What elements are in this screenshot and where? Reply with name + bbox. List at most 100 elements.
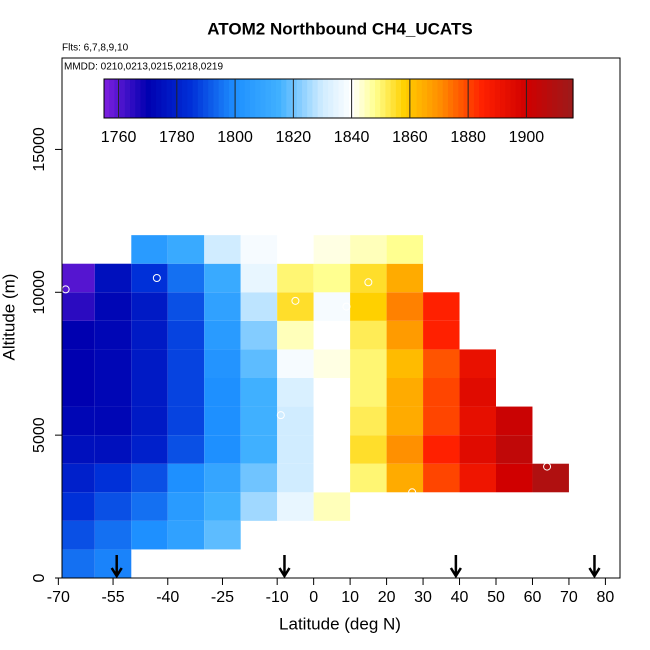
heatmap-cell — [350, 349, 387, 378]
colorbar-swatch — [463, 79, 470, 118]
arrow — [588, 555, 601, 579]
colorbar-swatch — [255, 79, 261, 118]
x-tick-label: 60 — [524, 589, 542, 606]
colorbar-swatch — [489, 79, 496, 118]
heatmap-cell — [386, 263, 424, 293]
heatmap-cell — [204, 463, 241, 493]
heatmap-cell — [94, 492, 132, 521]
colorbar-swatch — [333, 79, 340, 118]
colorbar-swatch — [374, 79, 381, 118]
heatmap-cell — [94, 549, 132, 578]
colorbar-swatch — [453, 79, 459, 118]
heatmap-cell — [532, 463, 569, 493]
x-tick-label: 0 — [309, 589, 318, 606]
heatmap-cell — [313, 492, 351, 521]
heatmap-cell — [204, 320, 241, 350]
heatmap-cell — [62, 263, 95, 293]
heatmap-cell — [313, 378, 351, 407]
colorbar-swatch — [208, 79, 215, 118]
heatmap-cell — [459, 349, 496, 378]
colorbar-swatch — [531, 79, 538, 118]
colorbar-swatch — [275, 79, 282, 118]
y-tick-label: 5000 — [31, 417, 48, 453]
colorbar-swatch — [328, 79, 334, 118]
heatmap-cell — [313, 435, 351, 464]
x-tick-label: 70 — [560, 589, 578, 606]
flight-point — [342, 302, 351, 311]
heatmap-cell — [496, 463, 533, 493]
x-tick-label: 20 — [378, 589, 396, 606]
heatmap-cell — [386, 235, 424, 264]
heatmap-cell — [131, 435, 168, 464]
colorbar-swatch — [416, 79, 423, 118]
x-tick-label: -70 — [47, 589, 70, 606]
heatmap-cell — [94, 320, 132, 350]
colorbar-swatch — [296, 79, 303, 118]
colorbar-swatch — [541, 79, 548, 118]
colorbar-swatch — [145, 79, 152, 118]
heatmap-cell — [167, 292, 205, 321]
colorbar-swatch — [354, 79, 360, 118]
colorbar-swatch — [260, 79, 267, 118]
flight-point — [291, 296, 300, 305]
colorbar-swatch — [218, 79, 225, 118]
colorbar-swatch — [265, 79, 272, 118]
heatmap-cell — [350, 435, 387, 464]
y-tick-label: 15000 — [31, 127, 48, 172]
heatmap-cell — [496, 406, 533, 436]
heatmap-cell — [240, 406, 278, 436]
heatmap-cell — [313, 320, 351, 350]
heatmap-cell — [167, 378, 205, 407]
heatmap-cell — [313, 235, 351, 264]
colorbar-swatch — [567, 79, 574, 118]
heatmap-cell — [94, 378, 132, 407]
colorbar-swatch — [135, 79, 142, 118]
heatmap-cell — [240, 435, 278, 464]
x-tick-label: 80 — [597, 589, 615, 606]
heatmap-cell — [131, 292, 168, 321]
heatmap-cell — [459, 463, 496, 493]
flight-point — [408, 488, 417, 497]
heatmap-cell — [350, 235, 387, 264]
heatmap-cell — [62, 349, 95, 378]
heatmap-cell — [423, 292, 460, 321]
heatmap-cell — [131, 520, 168, 550]
x-tick-label: 10 — [341, 589, 359, 606]
heatmap-cell — [459, 378, 496, 407]
y-tick-label: 10000 — [31, 270, 48, 315]
flight-point — [276, 411, 285, 420]
heatmap-cell — [204, 378, 241, 407]
colorbar-swatch — [213, 79, 220, 118]
heatmap-cell — [94, 435, 132, 464]
heatmap-cell — [423, 463, 460, 493]
flight-point — [152, 274, 161, 282]
heatmap-cell — [62, 492, 95, 521]
colorbar-swatch — [552, 79, 558, 118]
heatmap-cell — [423, 349, 460, 378]
x-tick-label: -25 — [211, 589, 234, 606]
colorbar-tick-label: 1840 — [334, 129, 370, 146]
colorbar-swatch — [546, 79, 553, 118]
x-tick-label: 30 — [414, 589, 432, 606]
colorbar-swatch — [427, 79, 433, 118]
colorbar-swatch — [119, 79, 126, 118]
colorbar-swatch — [150, 79, 157, 118]
x-tick-label: -40 — [156, 589, 179, 606]
x-axis-label: Latitude (deg N) — [279, 614, 401, 633]
heatmap-cell — [62, 549, 95, 578]
heatmap-cell — [386, 349, 424, 378]
colorbar-swatch — [291, 79, 298, 118]
colorbar-swatch — [171, 79, 178, 118]
colorbar-tick-label: 1820 — [276, 129, 312, 146]
subtitle: Flts: 6,7,8,9,10 — [62, 43, 129, 54]
colorbar-swatch — [447, 79, 454, 118]
heatmap-cell — [131, 349, 168, 378]
colorbar-swatch — [182, 79, 188, 118]
flight-point — [543, 462, 552, 471]
colorbar-swatch — [458, 79, 465, 118]
colorbar-swatch — [421, 79, 428, 118]
heatmap-cell — [313, 406, 351, 436]
heatmap-cell — [277, 235, 314, 264]
heatmap-cell — [277, 378, 314, 407]
colorbar-swatch — [286, 79, 293, 118]
